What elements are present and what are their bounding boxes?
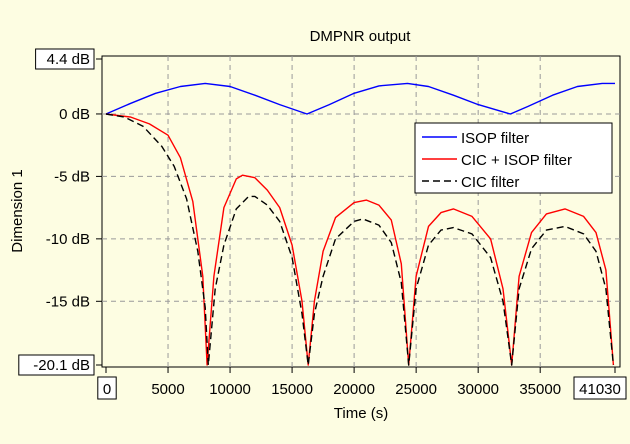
legend-label: CIC + ISOP filter (461, 152, 572, 169)
x-tick-label: 5000 (151, 381, 184, 398)
x-axis-title: Time (s) (334, 405, 388, 422)
x-tick-label: 0 (103, 381, 111, 398)
x-tick-label: 15000 (271, 381, 313, 398)
chart-title: DMPNR output (310, 28, 412, 45)
x-limit-box (97, 376, 117, 400)
y-tick-label: 0 dB (59, 106, 90, 123)
x-axis: 0 5000 10000 15000 20000 25000 30000 35000 41030 (97, 367, 627, 400)
y-limit-box (35, 48, 95, 70)
y-tick-label: -10 dB (46, 231, 90, 248)
grid (102, 56, 620, 367)
series-line (105, 113, 615, 366)
series-group (105, 82, 615, 366)
x-tick-label: 41030 (579, 381, 621, 398)
y-tick-label: -5 dB (54, 168, 90, 185)
y-limit-box (18, 354, 95, 376)
y-axis: 4.4 dB 0 dB -5 dB -10 dB -15 dB -20.1 dB (18, 48, 102, 376)
x-tick-label: 20000 (333, 381, 375, 398)
series-line (105, 82, 615, 115)
plot-area (101, 55, 621, 368)
y-axis-title: Dimension 1 (9, 169, 26, 252)
x-tick-label: 30000 (457, 381, 499, 398)
x-tick-label: 35000 (519, 381, 561, 398)
legend-label: ISOP filter (461, 130, 529, 147)
legend-label: CIC filter (461, 174, 519, 191)
y-tick-label: 4.4 dB (47, 51, 90, 68)
y-tick-label: -20.1 dB (33, 357, 90, 374)
x-tick-label: 10000 (209, 381, 251, 398)
x-limit-box (573, 376, 627, 400)
series-line (105, 113, 615, 366)
x-tick-label: 25000 (395, 381, 437, 398)
legend: ISOP filter CIC + ISOP filter CIC filter (414, 122, 613, 194)
y-tick-label: -15 dB (46, 293, 90, 310)
